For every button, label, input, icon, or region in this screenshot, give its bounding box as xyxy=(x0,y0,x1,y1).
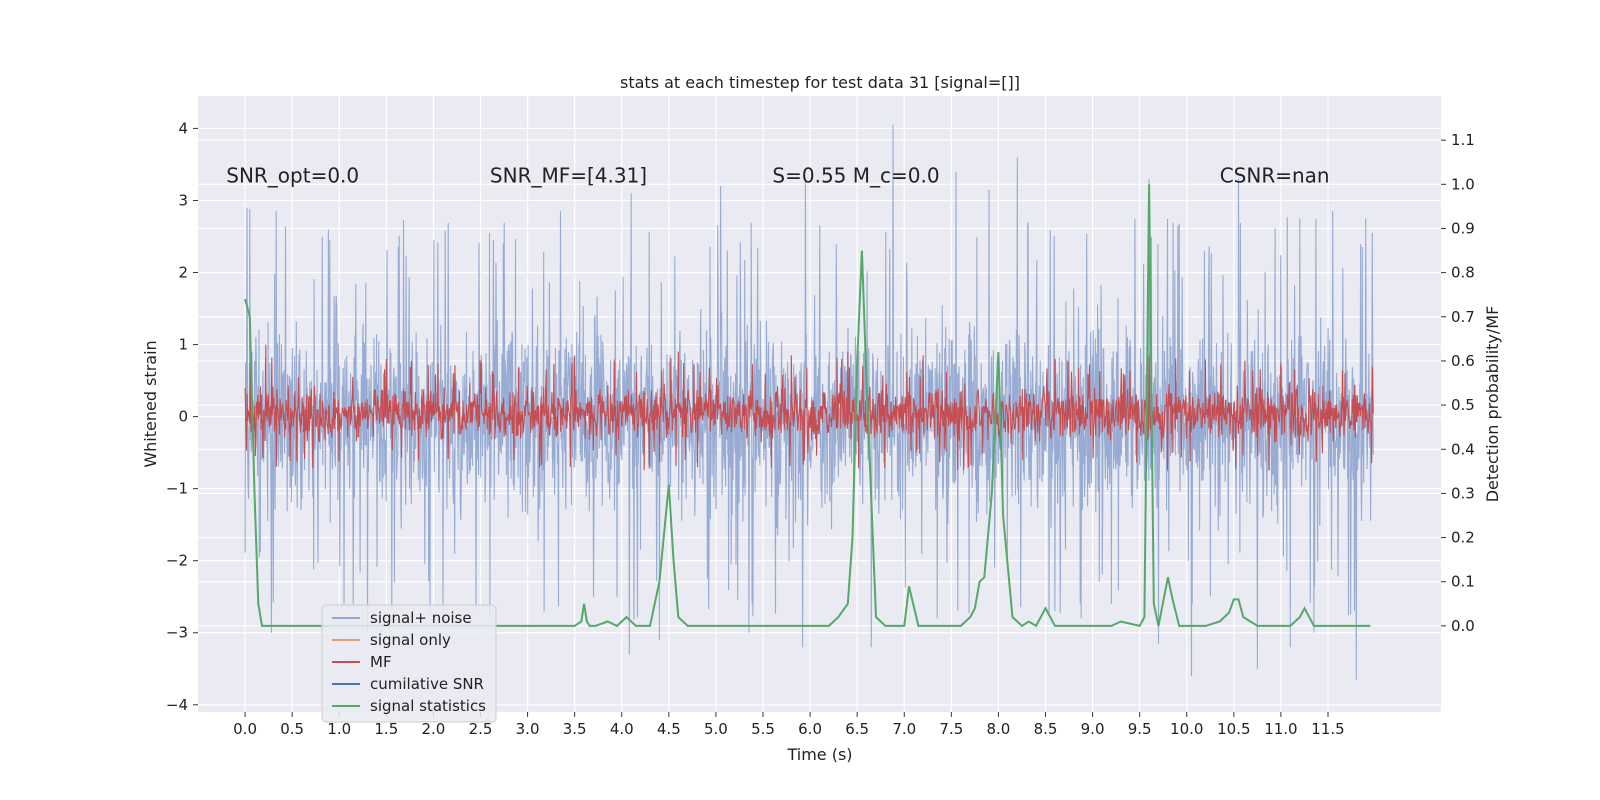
x-tick-label: 5.0 xyxy=(704,720,728,738)
y2-tick-label: 0.5 xyxy=(1451,396,1475,414)
y-tick-label: 3 xyxy=(178,191,188,209)
annotation-0: SNR_opt=0.0 xyxy=(226,163,359,187)
legend-entry: MF xyxy=(370,653,392,671)
x-tick-label: 1.0 xyxy=(327,720,351,738)
x-tick-label: 5.5 xyxy=(751,720,775,738)
y-tick-label: 2 xyxy=(178,264,188,282)
x-tick-label: 2.5 xyxy=(469,720,493,738)
x-tick-label: 7.5 xyxy=(939,720,963,738)
y-tick-label: 0 xyxy=(178,408,188,426)
legend-entry: cumilative SNR xyxy=(370,675,484,693)
y-tick-label: −2 xyxy=(166,552,188,570)
x-tick-label: 6.0 xyxy=(798,720,822,738)
y2-tick-label: 0.3 xyxy=(1451,484,1475,502)
x-tick-label: 9.5 xyxy=(1128,720,1152,738)
y2-tick-label: 0.9 xyxy=(1451,219,1475,237)
x-tick-label: 2.0 xyxy=(421,720,445,738)
x-tick-label: 3.5 xyxy=(563,720,587,738)
x-tick-label: 8.5 xyxy=(1034,720,1058,738)
series-layer xyxy=(244,124,1374,680)
y2-tick-label: 0.1 xyxy=(1451,573,1475,591)
mf-line xyxy=(244,344,1374,471)
x-axis-label: Time (s) xyxy=(786,745,852,764)
legend-entry: signal+ noise xyxy=(370,609,472,627)
x-tick-label: 7.0 xyxy=(892,720,916,738)
x-tick-label: 11.5 xyxy=(1311,720,1344,738)
y-tick-label: 1 xyxy=(178,336,188,354)
y-tick-label: −4 xyxy=(166,696,188,714)
y2-tick-label: 0.6 xyxy=(1451,352,1475,370)
x-tick-label: 9.0 xyxy=(1081,720,1105,738)
legend-entry: signal only xyxy=(370,631,451,649)
x-tick-label: 4.5 xyxy=(657,720,681,738)
x-tick-label: 3.0 xyxy=(516,720,540,738)
ticks: 0.0 0.5 1.0 1.5 2.0 2.5 3.0 3.5 4.0 4.5 5.0 5.5 6.0 6… xyxy=(166,119,1475,738)
y2-tick-label: 1.0 xyxy=(1451,175,1475,193)
y-tick-label: −3 xyxy=(166,624,188,642)
annotations: SNR_opt=0.0 SNR_MF=[4.31] S=0.55 M_c=0.0 CS… xyxy=(226,163,1329,187)
annotation-1: SNR_MF=[4.31] xyxy=(490,163,647,187)
x-tick-label: 11.0 xyxy=(1264,720,1297,738)
x-tick-label: 6.5 xyxy=(845,720,869,738)
annotation-2: S=0.55 M_c=0.0 xyxy=(772,163,939,187)
x-tick-label: 10.0 xyxy=(1170,720,1203,738)
chart-title: stats at each timestep for test data 31 … xyxy=(620,73,1020,92)
signal-statistics-line xyxy=(244,184,1371,628)
x-tick-label: 10.5 xyxy=(1217,720,1250,738)
y2-axis-label: Detection probability/MF xyxy=(1483,306,1502,503)
y-axis-label: Whitened strain xyxy=(141,340,160,467)
x-tick-label: 4.0 xyxy=(610,720,634,738)
y2-tick-label: 0.0 xyxy=(1451,617,1475,635)
y2-tick-label: 0.8 xyxy=(1451,264,1475,282)
legend-box xyxy=(321,604,497,723)
legend: signal+ noise signal only MF cumilative SNR… xyxy=(321,604,497,723)
y2-tick-label: 0.7 xyxy=(1451,308,1475,326)
x-tick-label: 0.5 xyxy=(280,720,304,738)
annotation-3: CSNR=nan xyxy=(1220,163,1330,187)
legend-entry: signal statistics xyxy=(370,697,486,715)
y2-tick-label: 0.2 xyxy=(1451,529,1475,547)
x-tick-label: 8.0 xyxy=(986,720,1010,738)
y2-tick-label: 0.4 xyxy=(1451,440,1475,458)
y-tick-label: 4 xyxy=(178,119,188,137)
x-tick-label: 0.0 xyxy=(233,720,257,738)
y-tick-label: −1 xyxy=(166,480,188,498)
y2-tick-label: 1.1 xyxy=(1451,131,1475,149)
x-tick-label: 1.5 xyxy=(374,720,398,738)
